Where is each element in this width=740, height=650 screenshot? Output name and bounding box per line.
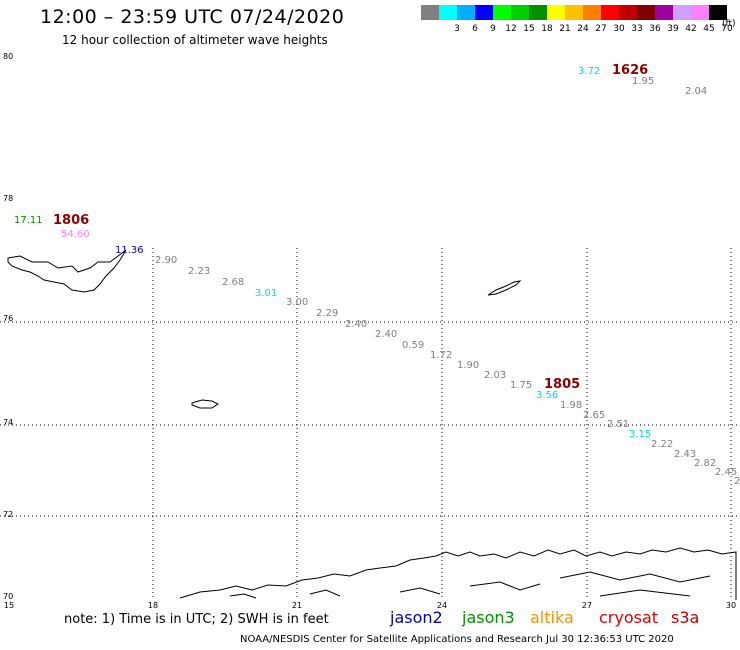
lon-label-30: 30 bbox=[725, 601, 737, 610]
pass-time-label: 1626 bbox=[612, 63, 649, 78]
colorbar-label: 6 bbox=[472, 24, 478, 34]
colorbar-label: 70 bbox=[721, 24, 733, 34]
observation-label: 1.98 bbox=[560, 400, 583, 411]
lon-label-27: 27 bbox=[581, 601, 593, 610]
lat-label-74: 74 bbox=[3, 418, 14, 427]
coastlines bbox=[7, 249, 737, 600]
bear-island-coast bbox=[191, 399, 219, 409]
svalbard-coast bbox=[7, 249, 127, 293]
colorbar-swatch bbox=[439, 5, 457, 20]
observation-label: 1.95 bbox=[632, 76, 655, 87]
observation-label: 2.29 bbox=[316, 308, 339, 319]
colorbar-unit: (ft) bbox=[722, 19, 736, 29]
colorbar-label: 9 bbox=[490, 24, 496, 34]
colorbar-swatch bbox=[547, 5, 565, 20]
kong-karl-land-coast bbox=[487, 280, 522, 296]
observation-label: 2.65 bbox=[583, 410, 606, 421]
observation-label: 3.01 bbox=[255, 288, 278, 299]
units-note: note: 1) Time is in UTC; 2) SWH is in fe… bbox=[64, 612, 329, 627]
colorbar-label: 27 bbox=[595, 24, 607, 34]
colorbar-label: 18 bbox=[541, 24, 553, 34]
observation-label: 2.82 bbox=[694, 458, 717, 469]
lat-label-76: 76 bbox=[3, 314, 14, 323]
map-title: 12:00 – 23:59 UTC 07/24/2020 bbox=[40, 6, 345, 28]
observation-label: 2 bbox=[734, 476, 740, 487]
colorbar-swatch bbox=[691, 5, 709, 20]
colorbar-swatch bbox=[475, 5, 493, 20]
colorbar-swatch bbox=[655, 5, 673, 20]
lon-label-18: 18 bbox=[147, 601, 159, 610]
colorbar-label: 15 bbox=[523, 24, 535, 34]
lat-label-72: 72 bbox=[3, 510, 14, 519]
observation-label: 2.68 bbox=[222, 277, 245, 288]
observation-label: 2.22 bbox=[651, 439, 674, 450]
colorbar-swatch bbox=[421, 5, 439, 20]
colorbar-swatch bbox=[709, 5, 727, 20]
observation-label: 2.90 bbox=[155, 255, 178, 266]
colorbar-swatch bbox=[601, 5, 619, 20]
graticule bbox=[0, 248, 740, 600]
satellite-s3a: s3a bbox=[671, 608, 700, 627]
colorbar-swatch bbox=[493, 5, 511, 20]
colorbar-label: 12 bbox=[505, 24, 517, 34]
colorbar-label: 36 bbox=[649, 24, 661, 34]
satellite-jason2: jason2 bbox=[390, 608, 443, 627]
lon-label-24: 24 bbox=[436, 601, 448, 610]
observation-label: 3.00 bbox=[286, 297, 309, 308]
observation-label: 2.03 bbox=[484, 370, 507, 381]
observation-label: 54.60 bbox=[61, 229, 90, 240]
observation-label: 2.40 bbox=[345, 319, 368, 330]
observation-label: 1.90 bbox=[457, 360, 480, 371]
colorbar-label: 24 bbox=[577, 24, 589, 34]
lat-label-78: 78 bbox=[3, 194, 14, 203]
colorbar-label: 33 bbox=[631, 24, 643, 34]
lat-label-80: 80 bbox=[3, 52, 14, 61]
observation-label: 3.15 bbox=[629, 429, 652, 440]
observation-label: 11.36 bbox=[115, 245, 144, 256]
observation-label: 2.45 bbox=[715, 467, 738, 478]
satellite-jason3: jason3 bbox=[462, 608, 515, 627]
observation-label: 2.04 bbox=[685, 86, 708, 97]
colorbar-label: 42 bbox=[685, 24, 697, 34]
lon-label-15: 15 bbox=[3, 601, 15, 610]
colorbar-label: 21 bbox=[559, 24, 571, 34]
map-subtitle: 12 hour collection of altimeter wave hei… bbox=[62, 33, 328, 47]
observation-label: 3.72 bbox=[578, 66, 601, 77]
observation-label: 1.72 bbox=[430, 350, 453, 361]
observation-label: 2.23 bbox=[188, 266, 211, 277]
satellite-altika: altika bbox=[530, 608, 574, 627]
observation-label: 2.40 bbox=[375, 329, 398, 340]
pass-time-label: 1805 bbox=[544, 377, 581, 392]
colorbar-swatch bbox=[511, 5, 529, 20]
lon-label-21: 21 bbox=[291, 601, 303, 610]
norway-coast bbox=[179, 547, 737, 600]
observation-label: 0.59 bbox=[402, 340, 425, 351]
observation-label: 3.56 bbox=[536, 390, 559, 401]
satellite-cryosat: cryosat bbox=[599, 608, 659, 627]
colorbar-swatch bbox=[529, 5, 547, 20]
observation-label: 2.43 bbox=[674, 449, 697, 460]
colorbar-label: 39 bbox=[667, 24, 679, 34]
colorbar-label: 45 bbox=[703, 24, 715, 34]
colorbar-swatch bbox=[619, 5, 637, 20]
observation-label: 17.11 bbox=[14, 215, 43, 226]
colorbar-swatch bbox=[637, 5, 655, 20]
colorbar-swatch bbox=[673, 5, 691, 20]
pass-time-label: 1806 bbox=[53, 213, 90, 228]
observation-label: 2.51 bbox=[607, 419, 630, 430]
colorbar-label: 30 bbox=[613, 24, 625, 34]
colorbar-swatch bbox=[565, 5, 583, 20]
colorbar-label: 3 bbox=[454, 24, 460, 34]
observation-label: 1.75 bbox=[510, 380, 533, 391]
footer-credit: NOAA/NESDIS Center for Satellite Applica… bbox=[240, 634, 674, 645]
colorbar-swatch bbox=[457, 5, 475, 20]
colorbar-swatch bbox=[583, 5, 601, 20]
lat-label-70: 70 bbox=[3, 592, 14, 601]
